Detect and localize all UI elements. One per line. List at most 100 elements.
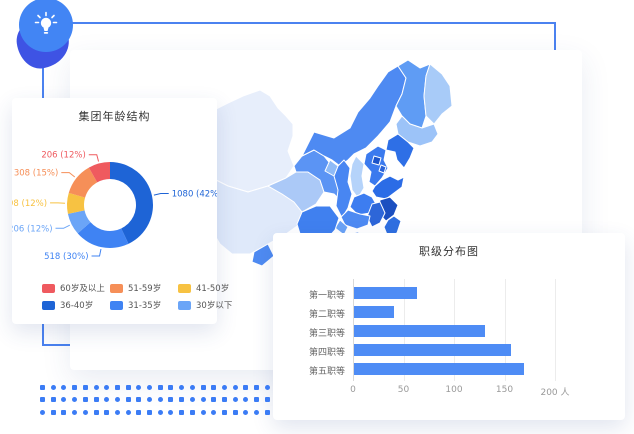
pattern-dot (189, 385, 195, 390)
rank-bar-chart: 0 50 100 150 200 人 第一职等 第二职等 第三职等 第四职等 第五职等 (273, 233, 625, 420)
legend-swatch (110, 283, 123, 293)
map-region[interactable] (371, 155, 382, 166)
pattern-dot (254, 409, 259, 415)
pattern-dot (243, 385, 249, 390)
pattern-dot (168, 385, 174, 390)
pattern-dot (157, 409, 163, 415)
legend-item[interactable]: 31-35岁 (110, 299, 162, 311)
pattern-dot (40, 385, 45, 390)
map-region[interactable] (363, 145, 389, 187)
bar-rect[interactable] (354, 306, 394, 318)
pattern-dot (72, 397, 78, 403)
lightbulb-glyph (34, 11, 58, 34)
bar-axis-tick: 100 (445, 385, 463, 395)
map-region[interactable] (324, 159, 339, 177)
pattern-dot (211, 397, 217, 403)
pattern-dot (50, 409, 56, 415)
pattern-dot (147, 385, 152, 390)
connector-line-bottom-drop (42, 322, 44, 346)
map-region[interactable] (385, 133, 415, 169)
pattern-dot (157, 385, 163, 390)
pattern-dot (211, 409, 217, 415)
bar-rect[interactable] (354, 325, 485, 337)
pattern-dot (125, 385, 131, 390)
legend-item[interactable]: 30岁以下 (178, 299, 232, 311)
legend-item[interactable]: 41-50岁 (178, 282, 230, 294)
map-region[interactable] (395, 115, 439, 147)
bar-gridline (555, 279, 556, 381)
map-region[interactable] (340, 209, 371, 230)
donut-slice[interactable] (67, 192, 86, 214)
pattern-dot (232, 397, 238, 403)
map-region[interactable] (251, 243, 275, 267)
donut-slice[interactable] (110, 162, 153, 244)
bar-axis-tick: 50 (397, 385, 410, 395)
map-region[interactable] (395, 59, 431, 129)
legend-swatch (42, 300, 55, 310)
pattern-dot (72, 409, 78, 415)
bar-rect[interactable] (354, 363, 524, 375)
pattern-dot (264, 397, 270, 403)
pattern-dot (104, 397, 110, 403)
donut-label: 1080 (42%) (172, 190, 217, 200)
pattern-dot (72, 385, 78, 390)
pattern-dot (50, 385, 56, 390)
donut-label: 206 (12%) (41, 151, 85, 161)
pattern-dot (243, 409, 249, 415)
map-region[interactable] (423, 63, 453, 125)
bar-category-label: 第五职等 (308, 367, 345, 377)
age-donut-chart: 1080 (42%) 518 (30%) 206 (12%) 198 (12%) 308… (12, 151, 217, 262)
pattern-dot (179, 409, 185, 415)
donut-slice[interactable] (88, 162, 110, 183)
legend-item[interactable]: 60岁及以上 (42, 282, 105, 294)
pattern-dot (254, 397, 259, 403)
legend-item[interactable]: 36-40岁 (42, 299, 94, 311)
connector-line-top-drop (554, 22, 556, 52)
bar-rect[interactable] (354, 287, 417, 299)
map-region[interactable] (378, 164, 387, 174)
lightbulb-icon[interactable] (19, 0, 73, 52)
legend-swatch (110, 300, 123, 310)
pattern-dot (82, 409, 88, 415)
age-card-title: 集团年龄结构 (78, 110, 151, 123)
pattern-dot (50, 397, 56, 403)
legend-row: 36-40岁 31-35岁 30岁以下 (42, 299, 232, 311)
donut-label: 198 (12%) (12, 199, 47, 209)
pattern-dot (147, 409, 152, 415)
pattern-dot (93, 397, 99, 403)
bar-rect[interactable] (354, 344, 511, 356)
pattern-dot (179, 385, 185, 390)
pattern-dot (82, 385, 88, 390)
donut-slice[interactable] (77, 222, 129, 248)
bar-category-label: 第一职等 (308, 291, 345, 301)
bar-category-label: 第二职等 (308, 310, 345, 320)
legend-label: 60岁及以上 (60, 284, 105, 294)
pattern-dot (147, 397, 152, 403)
map-region[interactable] (371, 175, 405, 200)
map-region[interactable] (349, 155, 365, 199)
bar-category-label: 第四职等 (308, 348, 345, 358)
donut-slice[interactable] (67, 210, 91, 234)
donut-label-line (88, 154, 100, 162)
connector-line-bottom (42, 344, 78, 346)
bar-axis-tick: 200 人 (540, 388, 570, 398)
pattern-dot (211, 385, 217, 390)
donut-label: 308 (15%) (14, 169, 58, 179)
pattern-dot (61, 385, 67, 390)
pattern-dot (168, 409, 174, 415)
pattern-dot (136, 409, 142, 415)
legend-item[interactable]: 51-59岁 (110, 282, 162, 294)
legend-row: 60岁及以上 51-59岁 41-50岁 (42, 282, 229, 294)
pattern-dot (200, 409, 206, 415)
pattern-dot (221, 385, 227, 390)
donut-label-line (61, 172, 76, 178)
map-region[interactable] (333, 159, 353, 219)
dot-pattern (40, 385, 280, 425)
donut-label-line (153, 193, 169, 196)
bar-axis-tick: 0 (350, 385, 356, 395)
pattern-dot (221, 397, 227, 403)
legend-label: 36-40岁 (60, 301, 94, 311)
donut-slice[interactable] (68, 167, 98, 198)
pattern-dot (40, 409, 45, 415)
